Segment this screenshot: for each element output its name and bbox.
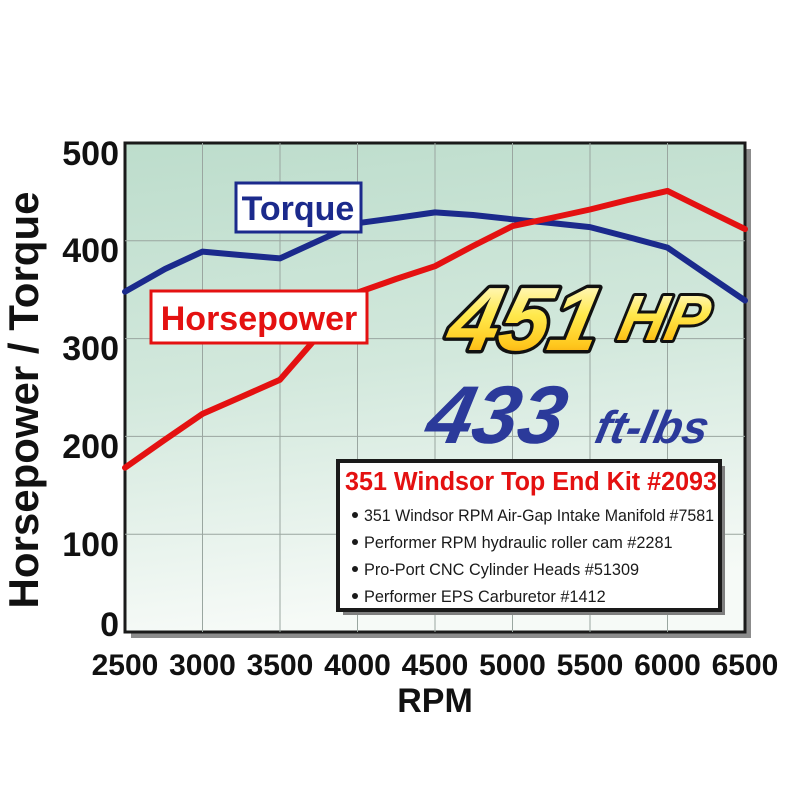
svg-text:Performer EPS Carburetor #1412: Performer EPS Carburetor #1412: [364, 588, 606, 606]
svg-text:2500: 2500: [92, 649, 159, 682]
svg-text:Horsepower: Horsepower: [161, 300, 358, 338]
svg-text:300: 300: [62, 330, 119, 368]
svg-text:6500: 6500: [712, 649, 779, 682]
svg-text:100: 100: [62, 526, 119, 564]
svg-text:400: 400: [62, 232, 119, 270]
svg-text:351 Windsor RPM Air-Gap Intake: 351 Windsor RPM Air-Gap Intake Manifold …: [364, 507, 714, 525]
svg-text:6000: 6000: [634, 649, 701, 682]
svg-text:200: 200: [62, 428, 119, 466]
svg-text:4000: 4000: [324, 649, 391, 682]
svg-text:Horsepower / Torque: Horsepower / Torque: [0, 192, 47, 609]
svg-text:Torque: Torque: [242, 190, 355, 228]
svg-text:500: 500: [62, 135, 119, 173]
svg-text:451: 451: [438, 270, 611, 370]
svg-text:3000: 3000: [169, 649, 236, 682]
svg-text:5500: 5500: [557, 649, 624, 682]
svg-text:RPM: RPM: [397, 682, 473, 720]
svg-text:351 Windsor Top End Kit #2093: 351 Windsor Top End Kit #2093: [345, 468, 717, 496]
svg-text:5000: 5000: [479, 649, 546, 682]
svg-text:Pro-Port CNC Cylinder Heads #5: Pro-Port CNC Cylinder Heads #51309: [364, 561, 639, 579]
svg-text:3500: 3500: [247, 649, 314, 682]
svg-text:0: 0: [100, 606, 119, 644]
svg-text:433: 433: [417, 369, 575, 461]
svg-text:ft-lbs: ft-lbs: [591, 401, 714, 452]
svg-text:HP: HP: [613, 282, 718, 354]
svg-text:4500: 4500: [402, 649, 469, 682]
svg-text:Performer RPM hydraulic roller: Performer RPM hydraulic roller cam #2281: [364, 534, 673, 552]
